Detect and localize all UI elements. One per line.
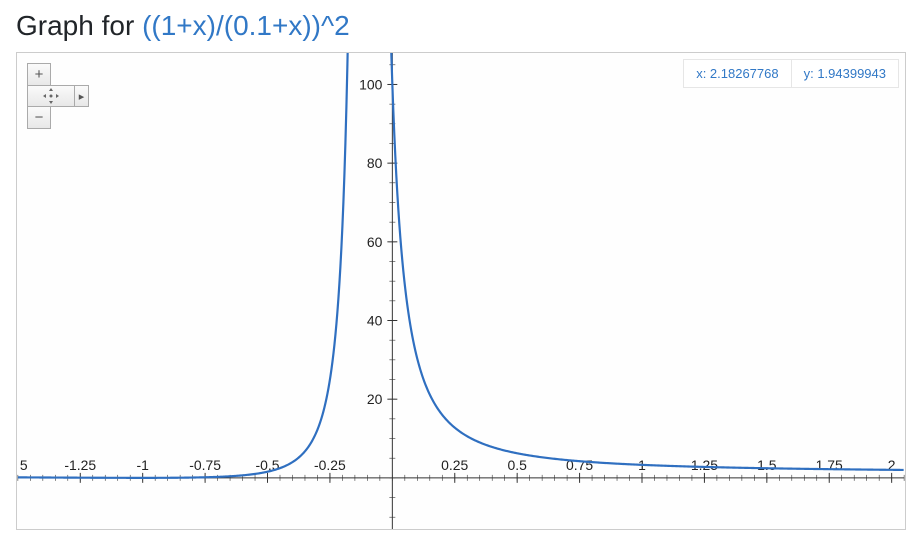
svg-text:-1: -1: [136, 457, 149, 473]
chart-container[interactable]: -1.25-1-0.75-0.5-0.250.250.50.7511.251.5…: [16, 52, 906, 530]
svg-text:-1.25: -1.25: [64, 457, 96, 473]
svg-text:0.5: 0.5: [507, 457, 527, 473]
readout-x: x: 2.18267768: [684, 60, 790, 87]
svg-text:1.75: 1.75: [816, 457, 843, 473]
coordinate-readout: x: 2.18267768 y: 1.94399943: [683, 59, 899, 88]
expression-link[interactable]: ((1+x)/(0.1+x))^2: [142, 10, 350, 41]
svg-text:-0.25: -0.25: [314, 457, 346, 473]
plus-icon: +: [35, 66, 44, 83]
svg-text:60: 60: [367, 234, 383, 250]
zoom-out-button[interactable]: −: [27, 107, 51, 129]
zoom-menu-button[interactable]: ▸: [75, 85, 89, 107]
title-prefix: Graph for: [16, 10, 142, 41]
chevron-right-icon: ▸: [79, 90, 85, 103]
svg-text:1.5: 1.5: [757, 457, 777, 473]
minus-icon: −: [35, 109, 44, 126]
pan-button[interactable]: [27, 85, 75, 107]
svg-text:5: 5: [20, 457, 28, 473]
zoom-controls: + ▸ −: [27, 63, 89, 129]
svg-text:80: 80: [367, 155, 383, 171]
svg-text:100: 100: [359, 76, 383, 92]
zoom-in-button[interactable]: +: [27, 63, 51, 85]
svg-text:-0.75: -0.75: [189, 457, 221, 473]
svg-text:40: 40: [367, 312, 383, 328]
svg-text:1.25: 1.25: [691, 457, 718, 473]
readout-y: y: 1.94399943: [791, 60, 898, 87]
page-title: Graph for ((1+x)/(0.1+x))^2: [16, 10, 908, 42]
move-icon: [43, 88, 59, 104]
svg-text:20: 20: [367, 391, 383, 407]
svg-text:0.25: 0.25: [441, 457, 468, 473]
chart-svg: -1.25-1-0.75-0.5-0.250.250.50.7511.251.5…: [17, 53, 905, 529]
